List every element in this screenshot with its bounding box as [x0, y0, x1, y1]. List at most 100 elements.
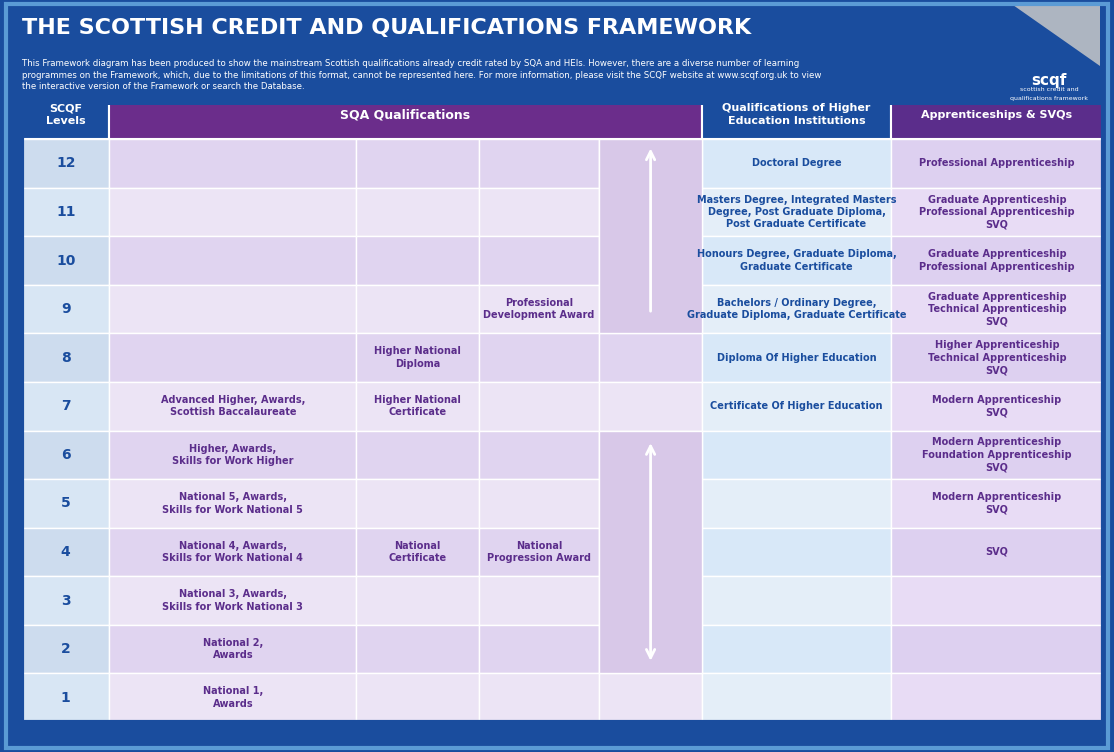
FancyBboxPatch shape — [109, 188, 356, 236]
Text: National 4, Awards,
Skills for Work National 4: National 4, Awards, Skills for Work Nati… — [163, 541, 303, 563]
Text: Diploma Of Higher Education: Diploma Of Higher Education — [716, 353, 877, 362]
FancyBboxPatch shape — [479, 188, 599, 236]
FancyBboxPatch shape — [599, 430, 702, 673]
Text: qualifications framework: qualifications framework — [1009, 96, 1088, 102]
FancyBboxPatch shape — [599, 528, 702, 576]
FancyBboxPatch shape — [22, 90, 109, 139]
Text: scqf: scqf — [1032, 73, 1066, 88]
FancyBboxPatch shape — [109, 528, 356, 576]
FancyBboxPatch shape — [22, 139, 109, 188]
FancyBboxPatch shape — [109, 139, 356, 188]
FancyBboxPatch shape — [891, 90, 1103, 139]
Text: THE SCOTTISH CREDIT AND QUALIFICATIONS FRAMEWORK: THE SCOTTISH CREDIT AND QUALIFICATIONS F… — [22, 18, 752, 38]
Text: Modern Apprenticeship
SVQ: Modern Apprenticeship SVQ — [932, 395, 1062, 417]
FancyBboxPatch shape — [891, 382, 1103, 430]
FancyBboxPatch shape — [22, 382, 109, 430]
FancyBboxPatch shape — [479, 333, 599, 382]
FancyBboxPatch shape — [356, 139, 479, 188]
Text: 4: 4 — [61, 545, 70, 559]
FancyBboxPatch shape — [109, 382, 356, 430]
Text: 7: 7 — [61, 399, 70, 414]
Text: Qualifications of Higher
Education Institutions: Qualifications of Higher Education Insti… — [722, 104, 871, 126]
FancyBboxPatch shape — [891, 236, 1103, 285]
Text: National 2,
Awards: National 2, Awards — [203, 638, 263, 660]
FancyBboxPatch shape — [599, 625, 702, 673]
Text: scottish credit and: scottish credit and — [1019, 87, 1078, 92]
FancyBboxPatch shape — [479, 430, 599, 479]
Text: Higher National
Diploma: Higher National Diploma — [374, 347, 461, 369]
FancyBboxPatch shape — [599, 430, 702, 479]
FancyBboxPatch shape — [599, 188, 702, 236]
FancyBboxPatch shape — [22, 673, 109, 722]
FancyBboxPatch shape — [702, 576, 891, 625]
Text: This Framework diagram has been produced to show the mainstream Scottish qualifi: This Framework diagram has been produced… — [22, 59, 822, 92]
FancyBboxPatch shape — [109, 625, 356, 673]
FancyBboxPatch shape — [599, 236, 702, 285]
FancyBboxPatch shape — [702, 139, 891, 188]
Text: Bachelors / Ordinary Degree,
Graduate Diploma, Graduate Certificate: Bachelors / Ordinary Degree, Graduate Di… — [686, 298, 907, 320]
FancyBboxPatch shape — [891, 139, 1103, 188]
FancyBboxPatch shape — [599, 333, 702, 382]
FancyBboxPatch shape — [479, 236, 599, 285]
FancyBboxPatch shape — [891, 430, 1103, 479]
Text: 8: 8 — [61, 350, 70, 365]
FancyBboxPatch shape — [356, 625, 479, 673]
FancyBboxPatch shape — [599, 285, 702, 333]
FancyBboxPatch shape — [599, 479, 702, 528]
Text: National 5, Awards,
Skills for Work National 5: National 5, Awards, Skills for Work Nati… — [163, 492, 303, 514]
Text: Graduate Apprenticeship
Technical Apprenticeship
SVQ: Graduate Apprenticeship Technical Appren… — [928, 292, 1066, 326]
Text: Honours Degree, Graduate Diploma,
Graduate Certificate: Honours Degree, Graduate Diploma, Gradua… — [696, 250, 897, 271]
FancyBboxPatch shape — [702, 333, 891, 382]
Text: Professional Apprenticeship: Professional Apprenticeship — [919, 159, 1075, 168]
FancyBboxPatch shape — [891, 479, 1103, 528]
Text: Professional
Development Award: Professional Development Award — [483, 298, 595, 320]
FancyBboxPatch shape — [479, 479, 599, 528]
FancyBboxPatch shape — [356, 673, 479, 722]
Text: 6: 6 — [61, 447, 70, 462]
FancyBboxPatch shape — [599, 673, 702, 722]
Text: Higher, Awards,
Skills for Work Higher: Higher, Awards, Skills for Work Higher — [172, 444, 294, 466]
Text: Masters Degree, Integrated Masters
Degree, Post Graduate Diploma,
Post Graduate : Masters Degree, Integrated Masters Degre… — [696, 195, 897, 229]
FancyBboxPatch shape — [891, 625, 1103, 673]
FancyBboxPatch shape — [479, 285, 599, 333]
Text: 3: 3 — [61, 593, 70, 608]
FancyBboxPatch shape — [599, 576, 702, 625]
FancyBboxPatch shape — [22, 333, 109, 382]
Text: Higher National
Certificate: Higher National Certificate — [374, 395, 461, 417]
FancyBboxPatch shape — [891, 673, 1103, 722]
FancyBboxPatch shape — [356, 430, 479, 479]
FancyBboxPatch shape — [22, 236, 109, 285]
FancyBboxPatch shape — [109, 285, 356, 333]
Text: Modern Apprenticeship
Foundation Apprenticeship
SVQ: Modern Apprenticeship Foundation Apprent… — [922, 438, 1072, 472]
FancyBboxPatch shape — [109, 673, 356, 722]
FancyBboxPatch shape — [479, 673, 599, 722]
FancyBboxPatch shape — [356, 236, 479, 285]
FancyBboxPatch shape — [356, 188, 479, 236]
FancyBboxPatch shape — [891, 576, 1103, 625]
FancyBboxPatch shape — [702, 188, 891, 236]
FancyBboxPatch shape — [702, 236, 891, 285]
FancyBboxPatch shape — [22, 576, 109, 625]
FancyBboxPatch shape — [891, 333, 1103, 382]
Text: 11: 11 — [56, 205, 76, 219]
FancyBboxPatch shape — [356, 528, 479, 576]
Text: 5: 5 — [61, 496, 70, 511]
FancyBboxPatch shape — [22, 479, 109, 528]
Text: SQA Qualifications: SQA Qualifications — [341, 108, 470, 121]
Text: National 3, Awards,
Skills for Work National 3: National 3, Awards, Skills for Work Nati… — [163, 590, 303, 611]
FancyBboxPatch shape — [109, 479, 356, 528]
FancyBboxPatch shape — [479, 382, 599, 430]
FancyBboxPatch shape — [356, 333, 479, 382]
FancyBboxPatch shape — [109, 430, 356, 479]
Text: 1: 1 — [61, 690, 70, 705]
FancyBboxPatch shape — [702, 625, 891, 673]
Text: National
Progression Award: National Progression Award — [487, 541, 592, 563]
FancyBboxPatch shape — [22, 188, 109, 236]
FancyBboxPatch shape — [599, 139, 702, 188]
FancyBboxPatch shape — [356, 285, 479, 333]
FancyBboxPatch shape — [356, 576, 479, 625]
FancyBboxPatch shape — [479, 625, 599, 673]
Text: Higher Apprenticeship
Technical Apprenticeship
SVQ: Higher Apprenticeship Technical Apprenti… — [928, 340, 1066, 375]
FancyBboxPatch shape — [702, 479, 891, 528]
FancyBboxPatch shape — [356, 479, 479, 528]
